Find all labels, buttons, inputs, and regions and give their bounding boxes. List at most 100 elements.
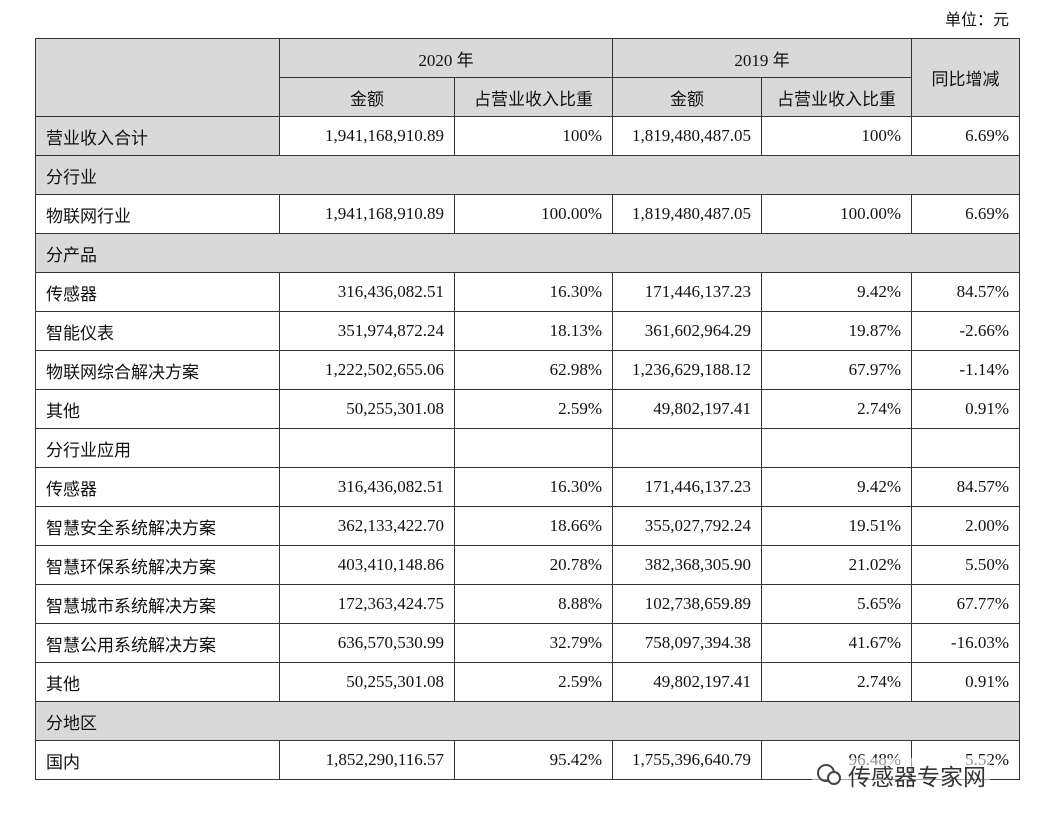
data-row: 其他 50,255,301.08 2.59% 49,802,197.41 2.74% 0.… <box>35 389 1020 429</box>
value-cell: 18.66% <box>454 506 613 546</box>
value-cell: 2.74% <box>761 389 912 429</box>
value-cell: 351,974,872.24 <box>279 311 455 351</box>
row-label: 传感器 <box>35 272 280 312</box>
change-header: 同比增减 <box>911 38 1020 117</box>
value-cell: 355,027,792.24 <box>612 506 762 546</box>
row-label: 物联网综合解决方案 <box>35 350 280 390</box>
row-label: 物联网行业 <box>35 194 280 234</box>
value-cell: 41.67% <box>761 623 912 663</box>
data-row: 传感器 316,436,082.51 16.30% 171,446,137.23 9.4… <box>35 467 1020 507</box>
value-cell: 382,368,305.90 <box>612 545 762 585</box>
value-cell: 50,255,301.08 <box>279 662 455 702</box>
data-row: 分行业应用 <box>35 428 1020 468</box>
row-label: 智慧安全系统解决方案 <box>35 506 280 546</box>
data-row: 智慧安全系统解决方案 362,133,422.70 18.66% 355,027,79… <box>35 506 1020 546</box>
value-cell: 1,222,502,655.06 <box>279 350 455 390</box>
section-label: 分产品 <box>35 233 1020 273</box>
data-row: 物联网行业 1,941,168,910.89 100.00% 1,819,480,48… <box>35 194 1020 234</box>
value-cell: 62.98% <box>454 350 613 390</box>
value-cell: 2.74% <box>761 662 912 702</box>
value-cell: 67.77% <box>911 584 1020 624</box>
corner-cell <box>35 38 280 117</box>
header-row: 金额 占营业收入比重 金额 占营业收入比重 <box>36 77 1020 117</box>
value-cell: 316,436,082.51 <box>279 467 455 507</box>
data-row: 智慧公用系统解决方案 636,570,530.99 32.79% 758,097,39… <box>35 623 1020 663</box>
empty-cell <box>761 428 912 468</box>
data-row: 传感器 316,436,082.51 16.30% 171,446,137.23 9.4… <box>35 272 1020 312</box>
value-cell: 100% <box>761 116 912 156</box>
value-cell: 6.69% <box>911 194 1020 234</box>
watermark-text: 传感器专家网 <box>848 765 986 790</box>
value-cell: -16.03% <box>911 623 1020 663</box>
value-cell: 100.00% <box>454 194 613 234</box>
value-cell: 1,819,480,487.05 <box>612 194 762 234</box>
value-cell: 361,602,964.29 <box>612 311 762 351</box>
value-cell: 84.57% <box>911 467 1020 507</box>
year-header: 2019 年 <box>612 38 912 78</box>
section-label: 分行业 <box>35 155 1020 195</box>
row-label: 智慧城市系统解决方案 <box>35 584 280 624</box>
value-cell: 316,436,082.51 <box>279 272 455 312</box>
value-cell: 32.79% <box>454 623 613 663</box>
value-cell: 0.91% <box>911 389 1020 429</box>
value-cell: 172,363,424.75 <box>279 584 455 624</box>
data-row: 智慧环保系统解决方案 403,410,148.86 20.78% 382,368,30… <box>35 545 1020 585</box>
value-cell: 2.59% <box>454 389 613 429</box>
value-cell: 20.78% <box>454 545 613 585</box>
value-cell: 19.51% <box>761 506 912 546</box>
value-cell: 49,802,197.41 <box>612 662 762 702</box>
value-cell: -1.14% <box>911 350 1020 390</box>
value-cell: 8.88% <box>454 584 613 624</box>
watermark-icon <box>817 764 841 785</box>
section-label: 分地区 <box>35 701 1020 741</box>
value-cell: 1,236,629,188.12 <box>612 350 762 390</box>
unit-note: 单位：元 <box>944 12 1009 29</box>
empty-cell <box>454 428 613 468</box>
value-cell: 50,255,301.08 <box>279 389 455 429</box>
value-cell: 9.42% <box>761 467 912 507</box>
value-cell: 171,446,137.23 <box>612 467 762 507</box>
empty-cell <box>911 428 1020 468</box>
sub-header: 占营业收入比重 <box>761 77 912 117</box>
empty-cell <box>612 428 762 468</box>
value-cell: 636,570,530.99 <box>279 623 455 663</box>
value-cell: 1,755,396,640.79 <box>612 740 762 780</box>
data-row: 营业收入合计 1,941,168,910.89 100% 1,819,480,487.… <box>35 116 1020 156</box>
row-label: 智慧公用系统解决方案 <box>35 623 280 663</box>
value-cell: 171,446,137.23 <box>612 272 762 312</box>
section-row: 分行业 <box>35 155 1020 195</box>
row-label: 其他 <box>35 389 280 429</box>
value-cell: 1,852,290,116.57 <box>279 740 455 780</box>
section-row: 分地区 <box>35 701 1020 741</box>
data-row: 智能仪表 351,974,872.24 18.13% 361,602,964.29 19… <box>35 311 1020 351</box>
empty-cell <box>279 428 455 468</box>
row-label: 营业收入合计 <box>35 116 280 156</box>
value-cell: 1,941,168,910.89 <box>279 116 455 156</box>
value-cell: 2.59% <box>454 662 613 702</box>
row-label: 传感器 <box>35 467 280 507</box>
value-cell: -2.66% <box>911 311 1020 351</box>
row-label: 智慧环保系统解决方案 <box>35 545 280 585</box>
data-row: 智慧城市系统解决方案 172,363,424.75 8.88% 102,738,659… <box>35 584 1020 624</box>
value-cell: 95.42% <box>454 740 613 780</box>
value-cell: 19.87% <box>761 311 912 351</box>
value-cell: 5.65% <box>761 584 912 624</box>
value-cell: 16.30% <box>454 467 613 507</box>
value-cell: 21.02% <box>761 545 912 585</box>
revenue-table: 2020 年 2019 年 同比增减 金额 占营业收入比重 金额 占营业收入比重… <box>35 38 1020 780</box>
value-cell: 5.50% <box>911 545 1020 585</box>
section-row: 分产品 <box>35 233 1020 273</box>
year-header: 2020 年 <box>279 38 613 78</box>
header-row: 2020 年 2019 年 同比增减 <box>35 38 1020 117</box>
value-cell: 18.13% <box>454 311 613 351</box>
row-label: 其他 <box>35 662 280 702</box>
table-body: 营业收入合计 1,941,168,910.89 100% 1,819,480,487.… <box>35 116 1020 780</box>
sub-header: 占营业收入比重 <box>454 77 613 117</box>
watermark: 传感器专家网 <box>812 758 990 792</box>
value-cell: 67.97% <box>761 350 912 390</box>
row-label: 智能仪表 <box>35 311 280 351</box>
sub-header: 金额 <box>279 77 455 117</box>
data-row: 物联网综合解决方案 1,222,502,655.06 62.98% 1,236,629… <box>35 350 1020 390</box>
value-cell: 758,097,394.38 <box>612 623 762 663</box>
row-label: 分行业应用 <box>35 428 280 468</box>
